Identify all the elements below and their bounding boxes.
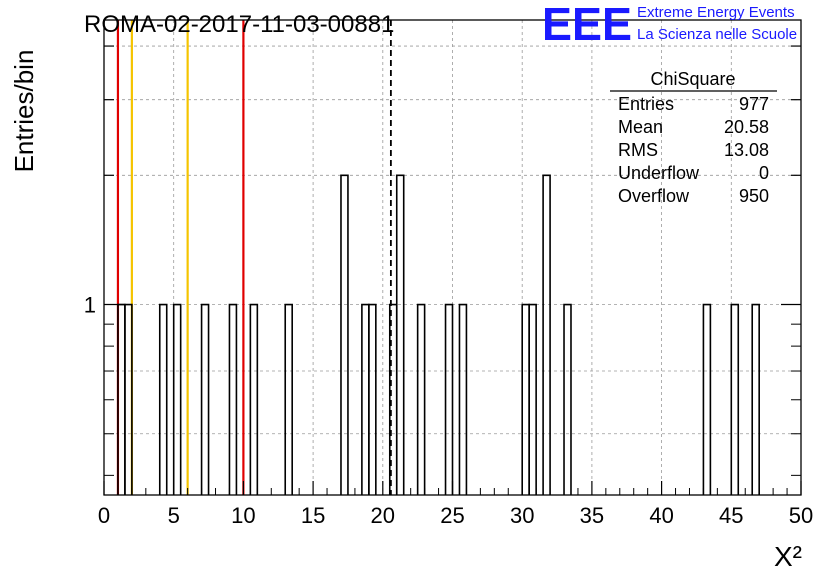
histogram-bin — [528, 303, 537, 495]
x-tick-label: 40 — [649, 503, 673, 528]
stats-label-entries: Entries — [618, 94, 674, 114]
histogram-bin — [284, 303, 293, 495]
stats-value-mean: 20.58 — [724, 117, 769, 137]
x-tick-label: 0 — [98, 503, 110, 528]
stats-label-underflow: Underflow — [618, 163, 700, 183]
histogram-bin — [542, 174, 551, 495]
histogram-bin — [521, 303, 530, 495]
histogram-bin — [395, 174, 405, 495]
histogram-bin — [444, 303, 454, 495]
org-tagline: La Scienza nelle Scuole — [637, 26, 797, 43]
y-tick-label: 1 — [84, 293, 96, 318]
reference-lines — [116, 20, 392, 495]
stats-box: ChiSquare Entries 977 Mean 20.58 RMS 13.… — [610, 69, 777, 206]
x-tick-label: 10 — [231, 503, 255, 528]
histogram-bin — [200, 303, 210, 495]
histogram-bin — [249, 303, 259, 495]
stats-label-mean: Mean — [618, 117, 663, 137]
y-axis-title: Entries/bin — [9, 50, 39, 173]
x-tick-label: 15 — [301, 503, 325, 528]
eee-logo: EEE Extreme Energy Events La Scienza nel… — [542, 0, 797, 50]
stats-label-overflow: Overflow — [618, 186, 690, 206]
x-tick-label: 20 — [371, 503, 395, 528]
histogram-bins — [117, 174, 760, 495]
stats-title: ChiSquare — [650, 69, 735, 89]
histogram-bin — [702, 303, 712, 495]
x-tick-label: 5 — [168, 503, 180, 528]
eee-logo-text: EEE — [542, 0, 632, 50]
histogram-bin — [730, 303, 740, 495]
stats-value-rms: 13.08 — [724, 140, 769, 160]
histogram-bin — [124, 303, 133, 495]
x-tick-label: 25 — [440, 503, 464, 528]
run-title: ROMA-02-2017-11-03-00881 — [84, 11, 394, 38]
histogram-bin — [458, 303, 468, 495]
histogram-bin — [563, 303, 572, 495]
x-tick-label: 45 — [719, 503, 743, 528]
stats-value-entries: 977 — [739, 94, 769, 114]
y-axis-ticks: 1 — [84, 45, 801, 476]
x-tick-label: 50 — [789, 503, 813, 528]
histogram-bin — [158, 303, 168, 495]
histogram-bin — [751, 303, 760, 495]
stats-value-overflow: 950 — [739, 186, 769, 206]
histogram-bin — [340, 174, 349, 495]
stats-value-underflow: 0 — [759, 163, 769, 183]
histogram-bin — [368, 303, 377, 495]
x-axis-ticks: 0 5 10 15 20 25 30 35 40 45 50 — [98, 481, 813, 528]
stats-label-rms: RMS — [618, 140, 658, 160]
x-tick-label: 35 — [580, 503, 604, 528]
histogram-bin — [228, 303, 238, 495]
histogram-bin — [361, 303, 370, 495]
x-axis-title: X² — [774, 541, 802, 572]
org-name: Extreme Energy Events — [637, 4, 795, 21]
histogram-bin — [416, 303, 426, 495]
histogram-bin — [172, 303, 182, 495]
x-tick-label: 30 — [510, 503, 534, 528]
